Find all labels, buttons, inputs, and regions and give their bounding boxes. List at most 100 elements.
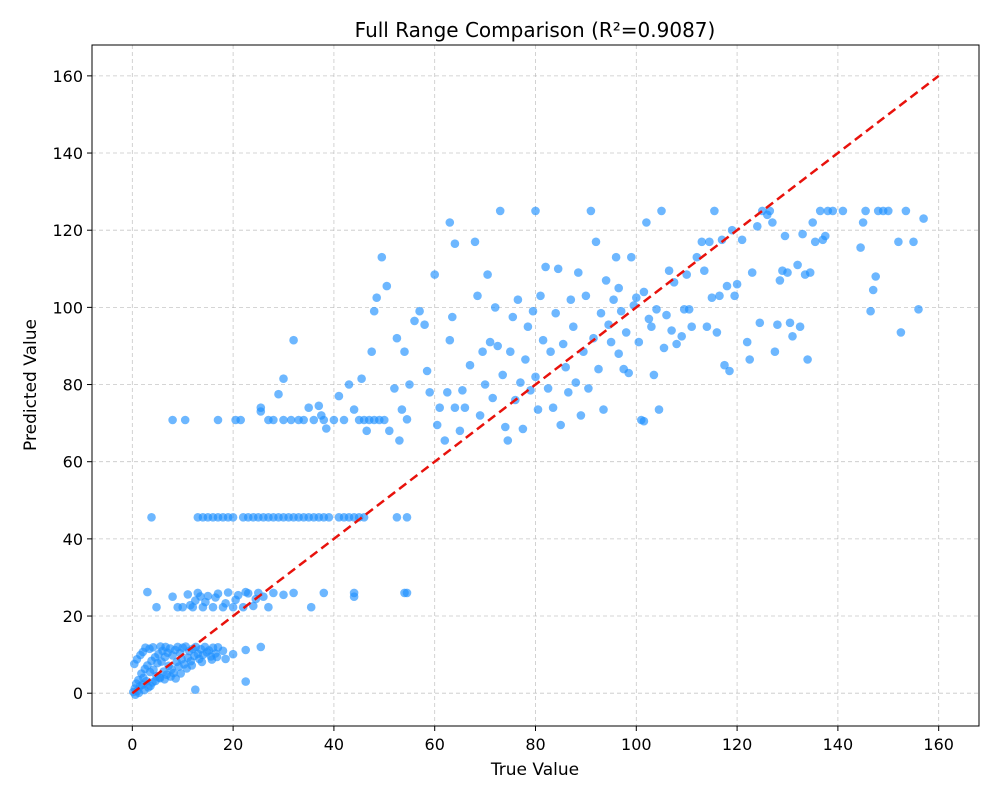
data-point xyxy=(566,295,576,305)
data-point xyxy=(493,341,503,351)
data-point xyxy=(359,513,369,522)
data-point xyxy=(581,291,591,301)
data-point xyxy=(377,252,387,262)
data-point xyxy=(574,268,583,277)
data-point xyxy=(212,652,222,662)
data-point xyxy=(480,380,490,389)
data-point xyxy=(448,312,457,322)
data-point xyxy=(420,320,429,330)
x-tick-label: 20 xyxy=(223,735,243,754)
y-tick-label: 40 xyxy=(63,530,83,549)
data-point xyxy=(458,386,467,395)
x-tick-label: 120 xyxy=(722,735,753,754)
y-tick-label: 60 xyxy=(63,453,83,472)
data-point xyxy=(747,268,757,277)
data-point xyxy=(533,405,543,414)
data-point xyxy=(241,645,250,655)
data-point xyxy=(805,268,815,277)
data-point xyxy=(866,306,875,316)
x-axis-label: True Value xyxy=(490,760,579,780)
data-point xyxy=(501,422,510,432)
data-point xyxy=(768,218,777,227)
data-point xyxy=(228,513,238,522)
data-point xyxy=(531,372,540,382)
data-point xyxy=(211,593,220,602)
data-point xyxy=(705,237,714,247)
data-point xyxy=(624,368,633,378)
data-point xyxy=(309,415,319,425)
data-point xyxy=(785,318,795,328)
data-point xyxy=(279,590,288,600)
data-point xyxy=(584,384,593,393)
data-point xyxy=(702,322,712,332)
data-point xyxy=(161,642,170,652)
data-point xyxy=(632,293,641,303)
data-point xyxy=(176,669,185,678)
data-point xyxy=(745,355,754,364)
data-point xyxy=(289,588,298,598)
data-point xyxy=(236,415,245,425)
data-point xyxy=(435,403,445,413)
data-point xyxy=(508,312,518,322)
data-point xyxy=(183,590,193,599)
data-point xyxy=(556,420,565,430)
data-point xyxy=(304,403,314,413)
y-tick-label: 100 xyxy=(52,298,83,317)
data-point xyxy=(299,415,309,425)
data-point xyxy=(815,206,825,216)
data-point xyxy=(657,206,666,216)
data-point xyxy=(196,592,205,601)
data-point xyxy=(498,370,508,380)
data-point xyxy=(717,235,727,245)
data-point xyxy=(264,602,273,612)
data-point xyxy=(279,374,288,384)
x-axis-ticks: 0 20 40 60 80 100 120 140 160 xyxy=(127,726,954,754)
data-point xyxy=(591,237,601,247)
data-point xyxy=(478,347,487,357)
data-point xyxy=(228,649,238,659)
data-point xyxy=(362,426,372,436)
data-point xyxy=(548,403,558,413)
data-point xyxy=(596,308,606,318)
data-point xyxy=(208,602,218,612)
data-point xyxy=(382,281,392,291)
data-point xyxy=(367,347,377,357)
data-point xyxy=(810,237,820,247)
data-point xyxy=(667,326,676,335)
data-point xyxy=(483,270,492,279)
data-point xyxy=(473,291,482,301)
data-point xyxy=(710,206,719,216)
data-point xyxy=(455,426,465,436)
y-tick-label: 80 xyxy=(63,376,83,395)
data-point xyxy=(894,237,903,247)
data-point xyxy=(569,322,578,332)
data-point xyxy=(405,380,414,389)
data-point xyxy=(397,405,407,414)
data-point xyxy=(178,602,187,612)
data-point xyxy=(430,270,440,279)
data-point xyxy=(687,322,696,332)
data-point xyxy=(564,388,573,397)
data-point xyxy=(425,388,435,397)
data-point xyxy=(138,647,148,657)
data-point xyxy=(415,306,424,316)
data-point xyxy=(506,347,515,357)
data-point xyxy=(443,388,452,397)
data-point xyxy=(868,285,878,295)
data-point xyxy=(513,295,523,305)
data-point xyxy=(241,677,250,686)
data-point xyxy=(410,316,419,326)
data-point xyxy=(460,403,470,413)
data-point xyxy=(380,415,389,425)
data-point xyxy=(143,587,152,597)
data-point xyxy=(712,328,722,337)
data-point xyxy=(722,281,732,291)
data-point xyxy=(725,366,734,376)
grid-lines xyxy=(92,45,979,726)
reference-line-group xyxy=(131,74,940,695)
data-point xyxy=(697,237,707,247)
data-point xyxy=(609,295,618,305)
y-tick-label: 0 xyxy=(73,684,83,703)
x-tick-label: 140 xyxy=(823,735,854,754)
data-point xyxy=(279,415,288,425)
